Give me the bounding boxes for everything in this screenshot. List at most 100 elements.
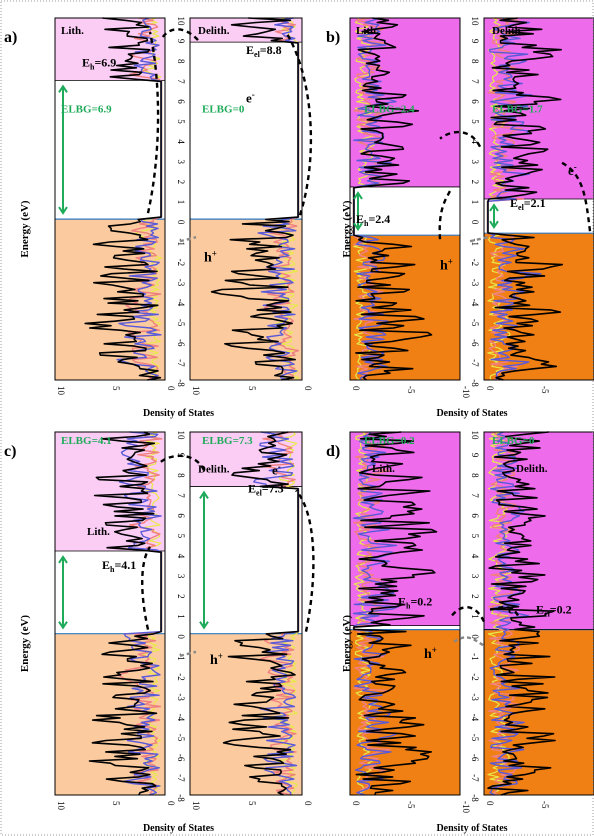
state-label: Lith. xyxy=(87,526,110,538)
x-tick-label: 0 xyxy=(351,386,361,391)
eel-label: Eel=8.8 xyxy=(246,43,282,59)
pdos-blue-curve xyxy=(352,431,399,796)
y-tick-label: 10 xyxy=(470,431,480,441)
eh-label: Eh=4.1 xyxy=(102,558,136,574)
x-axis-label: Density of States xyxy=(436,408,507,419)
y-tick-label: 2 xyxy=(470,180,480,185)
y-tick-label: -4 xyxy=(470,299,480,307)
y-tick-label: -6 xyxy=(176,754,186,762)
y-tick-label: -3 xyxy=(176,279,186,287)
elbg-arrow-head-top xyxy=(58,84,68,93)
dos-axes-lith: 10 5 0 Lith. ELBG=4.1 xyxy=(54,431,176,811)
y-tick-label: 8 xyxy=(176,59,186,64)
eel-label: Eel=0.2 xyxy=(536,603,572,619)
y-tick-label: -5 xyxy=(176,319,186,327)
y-tick-label: 6 xyxy=(176,513,186,518)
y-tick-label: 7 xyxy=(470,79,480,84)
elbg-label: ELBG=4.1 xyxy=(61,435,112,447)
transfer-arrow xyxy=(284,31,313,216)
y-tick-label: 5 xyxy=(470,119,480,124)
x-tick-label: 10 xyxy=(191,801,201,811)
y-tick-label: 7 xyxy=(176,493,186,498)
y-tick-label: -6 xyxy=(470,754,480,762)
y-tick-label: 2 xyxy=(176,180,186,185)
pdos-blue-curve xyxy=(489,431,530,796)
eh-label: Eh=0.2 xyxy=(398,594,432,610)
eel-label: Eel=2.1 xyxy=(510,196,546,212)
y-tick-label: 1 xyxy=(176,200,186,205)
x-tick-label: 0 xyxy=(485,801,495,806)
hole-label: h+ xyxy=(210,651,223,668)
y-tick-label: -2 xyxy=(176,673,186,681)
elbg-arrow-head-bottom xyxy=(489,220,499,229)
state-label: Delith. xyxy=(198,463,230,475)
elbg-arrow-head-top xyxy=(489,203,499,212)
y-tick-label: 8 xyxy=(470,59,480,64)
dos-axes-delith: 0 -5 Delith. ELBG=0 xyxy=(483,431,594,809)
electron-label: e- xyxy=(246,89,255,105)
pdos-red-curve xyxy=(487,431,521,796)
y-tick-label: 5 xyxy=(176,534,186,539)
elbg-label: ELBG=2.4 xyxy=(364,104,415,116)
panel-label: b) xyxy=(326,29,340,46)
x-axis-label: Density of States xyxy=(436,823,507,834)
y-tick-label: 1 xyxy=(470,200,480,205)
y-tick-label: 6 xyxy=(470,99,480,104)
y-tick-label: 7 xyxy=(176,79,186,84)
total-dos-curve xyxy=(353,431,438,796)
x-tick-label: -5 xyxy=(540,801,550,809)
y-tick-label: 7 xyxy=(470,493,480,498)
y-tick-label: 3 xyxy=(470,160,480,165)
axes-frame xyxy=(483,431,594,796)
y-tick-label: 0 xyxy=(176,220,186,225)
x-tick-label: 10 xyxy=(56,801,66,811)
x-tick-label: 0 xyxy=(166,386,176,391)
panel-label: c) xyxy=(4,443,16,460)
y-tick-label: -1 xyxy=(470,238,480,246)
total-dos-curve xyxy=(353,17,433,381)
x-tick-label: 5 xyxy=(247,386,257,391)
y-tick-label: -3 xyxy=(470,693,480,701)
elbg-arrow-head-bottom xyxy=(58,621,68,630)
y-tick-label: 2 xyxy=(176,594,186,599)
hole-transfer-arrow xyxy=(469,236,489,243)
state-label: Lith. xyxy=(61,25,84,37)
panel-label: a) xyxy=(4,29,17,46)
hole-transfer-arrow xyxy=(179,650,197,658)
y-tick-label: -7 xyxy=(176,359,186,367)
total-dos-curve xyxy=(487,431,556,796)
y-tick-label: -4 xyxy=(176,299,186,307)
elbg-label: ELBG=0 xyxy=(492,435,535,447)
y-tick-label: -8 xyxy=(176,379,186,387)
y-tick-label: 3 xyxy=(176,160,186,165)
total-dos-curve xyxy=(210,17,299,381)
y-tick-label: -2 xyxy=(470,673,480,681)
axes-frame xyxy=(349,17,461,381)
y-tick-label: -4 xyxy=(176,714,186,722)
axes-frame xyxy=(54,17,166,381)
dos-axes-lith: 0 -5 -10 Lith. ELBG=0.2 xyxy=(349,431,471,813)
y-tick-label: 6 xyxy=(470,513,480,518)
y-tick-label: 10 xyxy=(176,431,186,441)
x-tick-label: 0 xyxy=(351,801,361,806)
x-tick-label: 10 xyxy=(191,386,201,396)
y-axis-label: Energy (eV) xyxy=(19,615,31,672)
y-tick-label: -5 xyxy=(176,734,186,742)
transfer-arrow xyxy=(146,31,160,214)
state-label: Lith. xyxy=(372,463,395,475)
y-tick-label: -1 xyxy=(176,238,186,246)
axes-frame xyxy=(54,431,166,796)
y-tick-label: 0 xyxy=(470,634,480,639)
y-tick-label: 9 xyxy=(470,453,480,458)
x-tick-label: 10 xyxy=(56,386,66,396)
elbg-label: ELBG=7.3 xyxy=(202,435,253,447)
y-tick-label: -7 xyxy=(176,774,186,782)
y-tick-label: 6 xyxy=(176,99,186,104)
y-tick-label: 0 xyxy=(470,220,480,225)
y-tick-label: -8 xyxy=(176,794,186,802)
y-tick-label: 10 xyxy=(470,17,480,27)
total-dos-curve xyxy=(222,431,299,796)
